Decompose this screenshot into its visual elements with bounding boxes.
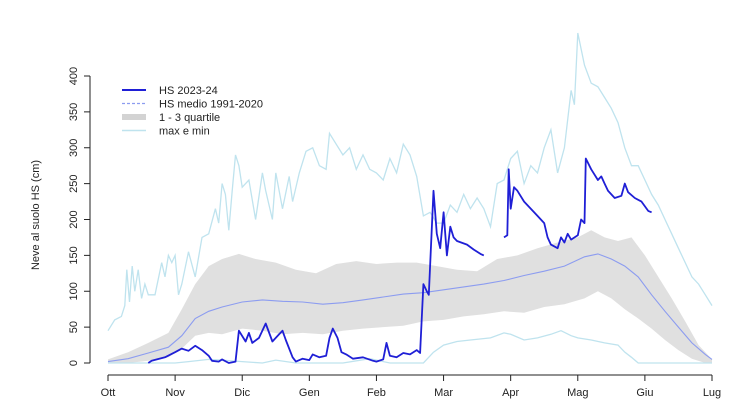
max-line: [107, 32, 713, 332]
plot-area: [107, 32, 713, 364]
y-tick-label: 250: [68, 174, 80, 192]
x-tick-label: Nov: [165, 387, 185, 399]
legend-label: HS 2023-24: [159, 85, 218, 97]
x-tick-label: Mag: [567, 387, 588, 399]
mean-line: [107, 253, 713, 363]
y-tick-label: 0: [68, 360, 80, 366]
x-tick-label: Feb: [367, 387, 386, 399]
x-tick-label: Dic: [234, 387, 250, 399]
y-tick-label: 100: [68, 282, 80, 300]
y-tick-label: 50: [68, 321, 80, 333]
y-tick-label: 400: [68, 67, 80, 85]
legend-label: max e min: [159, 126, 210, 138]
y-tick-label: 350: [68, 103, 80, 121]
x-tick-label: Gen: [299, 387, 320, 399]
series-group: [107, 32, 713, 364]
x-tick-label: Ott: [101, 387, 116, 399]
hs-2023-24-segment-1: [147, 189, 485, 364]
min-line: [108, 329, 712, 364]
y-axis-label: Neve al suolo HS (cm): [30, 160, 42, 270]
quartile-band: [108, 230, 712, 363]
legend-label: HS medio 1991-2020: [159, 99, 263, 111]
hs-2023-24-segment-2: [503, 157, 652, 250]
axes: 0 50 100 150 200 250 300 350 400 Ott Nov Dic Gen Feb M…: [68, 67, 721, 399]
y-tick-label: 300: [68, 139, 80, 157]
x-tick-label: Giu: [636, 387, 653, 399]
x-tick-label: Apr: [502, 387, 519, 399]
legend-label: 1 - 3 quartile: [159, 112, 220, 124]
y-tick-label: 150: [68, 246, 80, 264]
y-tick-label: 200: [68, 210, 80, 228]
x-tick-label: Lug: [703, 387, 721, 399]
x-tick-label: Mar: [434, 387, 453, 399]
